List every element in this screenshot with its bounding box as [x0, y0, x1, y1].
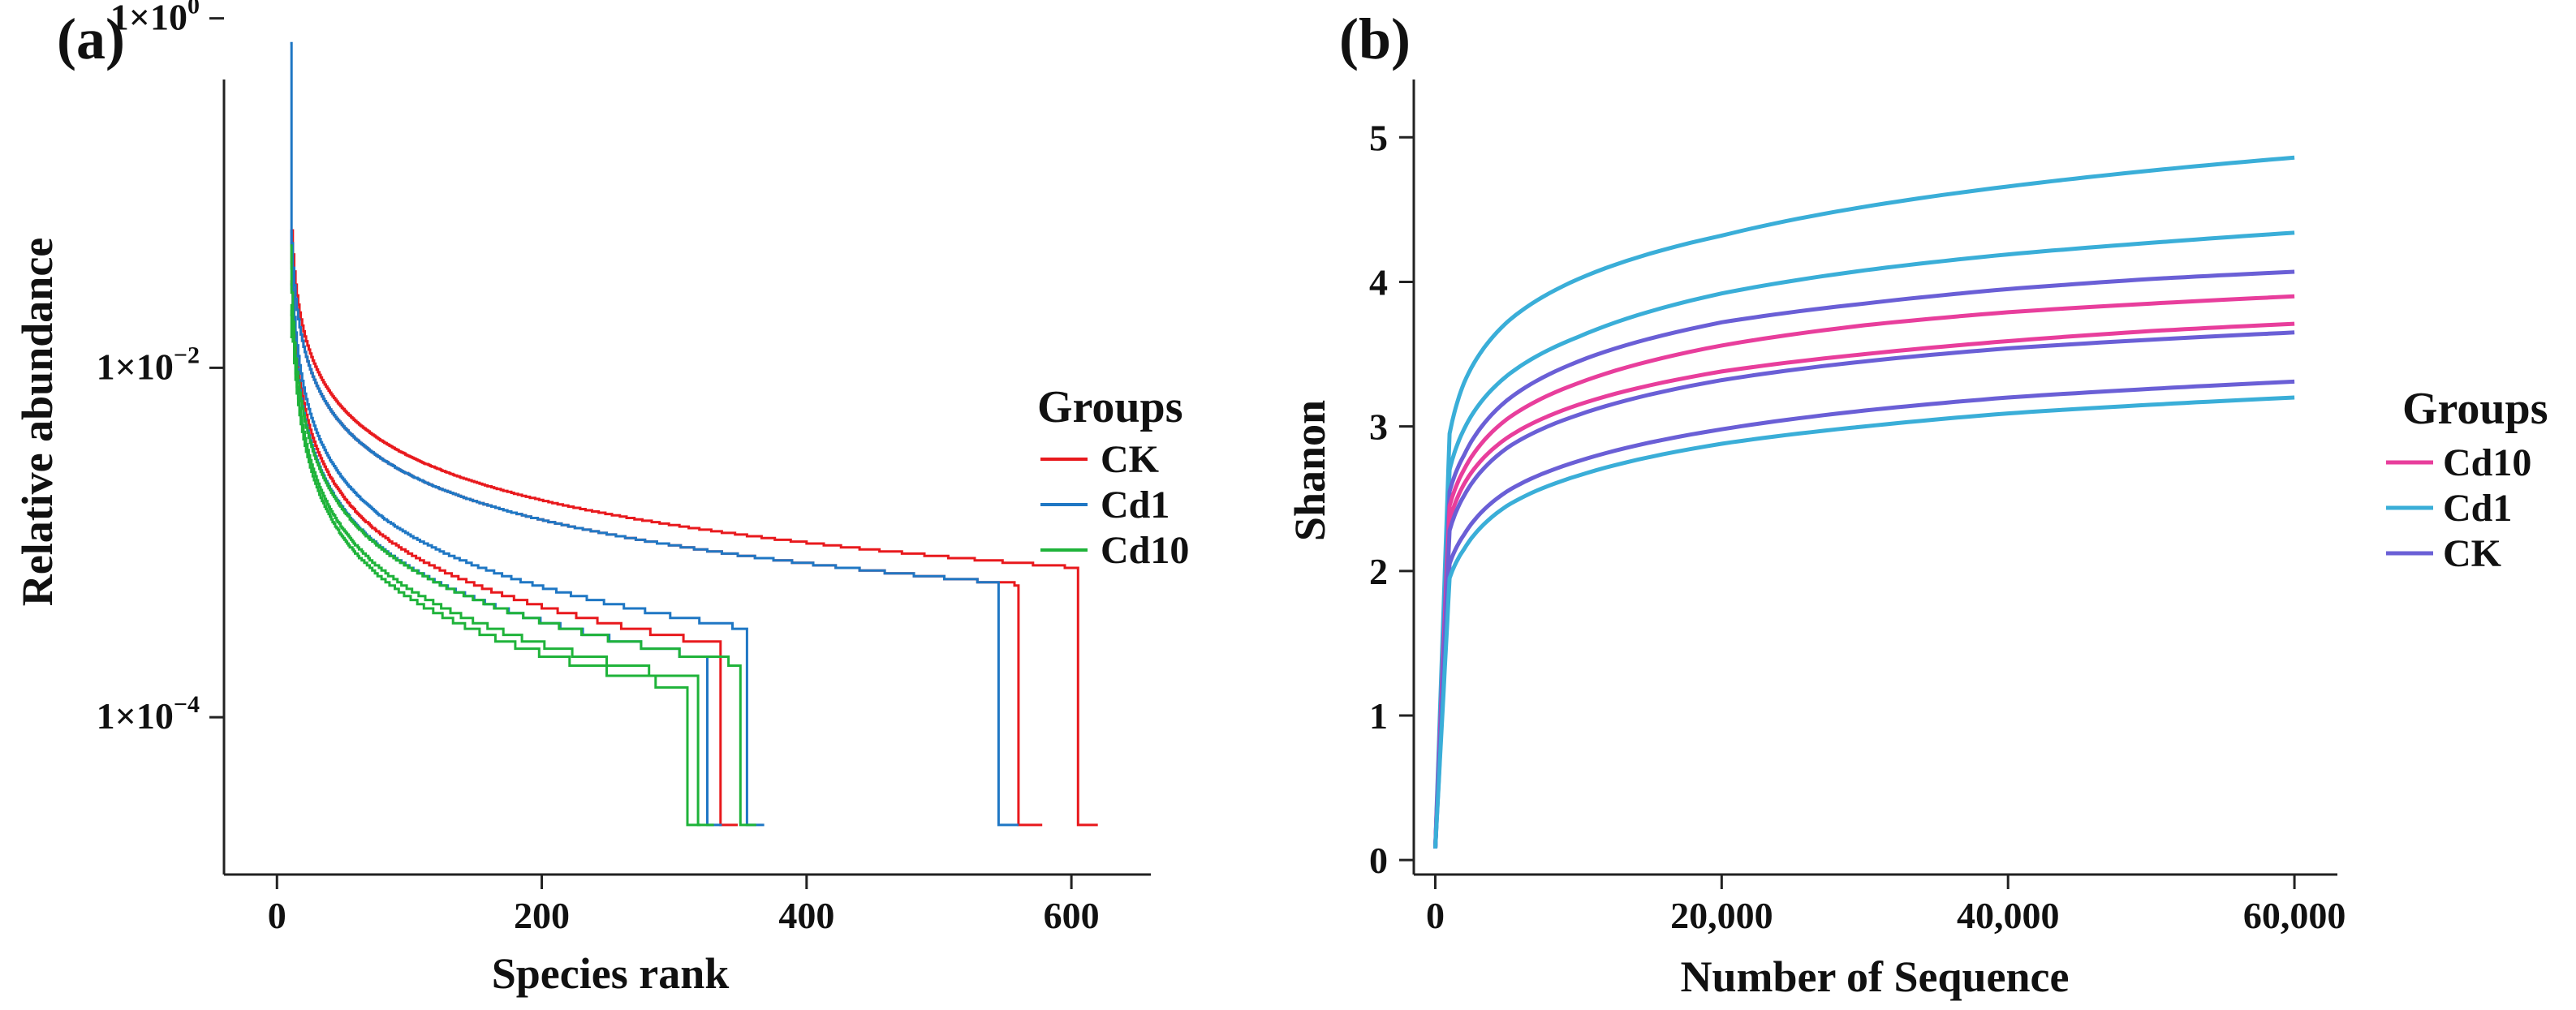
panel-b-y-tick-label: 1 [1369, 695, 1388, 737]
panel-b-legend-label: Cd1 [2443, 487, 2512, 530]
panel-b-series-ck-5 [1433, 330, 2295, 849]
panel-b-legend-label: CK [2443, 532, 2501, 575]
panel-a-legend-label: CK [1101, 438, 1159, 481]
panel-b-y-tick-label: 4 [1369, 261, 1388, 303]
panel-a-series-cd1-4 [290, 230, 765, 827]
panel-b-x-title: Number of Sequence [1681, 952, 2070, 1001]
panel-b-series-cd1-0 [1433, 155, 2295, 849]
panel-b-legend-title: Groups [2402, 384, 2548, 434]
panel-a-series-cd10-6 [290, 244, 756, 827]
panel-a-y-tick-label: 1×10−2 [97, 342, 200, 387]
panel-a-y-ticks: 1×100 1×10−2 1×10−4 [97, 0, 224, 737]
panel-b-x-tick-label: 40,000 [1957, 895, 2060, 936]
panel-b-series-cd10-4 [1433, 321, 2295, 849]
panel-a-series-cd10-7 [290, 303, 714, 827]
panel-b-series-ck-2 [1433, 269, 2295, 849]
panel-a-y-tick-label: 1×100 [110, 0, 200, 38]
panel-a-label: (a) [57, 6, 125, 71]
panel-a-series-ck-2 [290, 280, 738, 827]
panel-a-series-cd10-8 [290, 309, 701, 827]
panel-b-series-ck-6 [1433, 379, 2295, 849]
panel-a-y-tick-label: 1×10−4 [97, 691, 200, 737]
panel-b-label: (b) [1339, 6, 1411, 71]
panel-b-y-tick-label: 2 [1369, 551, 1388, 592]
panel-b-y-tick-label: 0 [1369, 840, 1388, 881]
panel-b-y-tick-label: 3 [1369, 406, 1388, 448]
panel-b-legend-label: Cd10 [2443, 441, 2531, 484]
panel-a-legend-title: Groups [1037, 382, 1182, 432]
panel-b-series-cd1-1 [1433, 230, 2295, 849]
panel-b-y-tick-label: 5 [1369, 117, 1388, 158]
panel-a-x-title: Species rank [492, 949, 730, 998]
panel-a-x-tick-label: 600 [1044, 895, 1100, 936]
panel-b-x-ticks: 0 20,000 40,000 60,000 [1426, 875, 2346, 936]
panel-b-series [1433, 155, 2295, 849]
panel-b-x-tick-label: 60,000 [2243, 895, 2346, 936]
panel-b-x-tick-label: 20,000 [1670, 895, 1773, 936]
panel-b: (b) 0 20,000 40,000 60,000 0 1 2 3 4 5 Number of… [1286, 6, 2548, 1001]
panel-a-series-ck-1 [290, 242, 1043, 827]
panel-a-x-tick-label: 200 [514, 895, 570, 936]
panel-b-y-ticks: 0 1 2 3 4 5 [1369, 117, 1414, 881]
panel-a-series-cd1-3 [290, 41, 1019, 827]
panel-b-series-cd1-7 [1433, 395, 2295, 849]
panel-a-x-ticks: 0 200 400 600 [268, 875, 1100, 936]
panel-b-y-title: Shanon [1286, 400, 1334, 541]
panel-a-legend-label: Cd10 [1101, 529, 1189, 572]
panel-a-series [290, 41, 1098, 827]
panel-a-legend-label: Cd1 [1101, 484, 1170, 526]
panel-b-x-tick-label: 0 [1426, 895, 1445, 936]
panel-a-y-title: Relative abundance [13, 238, 62, 607]
panel-b-series-cd10-3 [1433, 294, 2295, 849]
panel-a-series-ck-0 [290, 229, 1098, 827]
panel-a-x-tick-label: 0 [268, 895, 286, 936]
panel-a: (a) 0 200 400 600 1×100 1×10−2 1×10−4 Species… [13, 0, 1189, 998]
panel-a-x-tick-label: 400 [778, 895, 834, 936]
